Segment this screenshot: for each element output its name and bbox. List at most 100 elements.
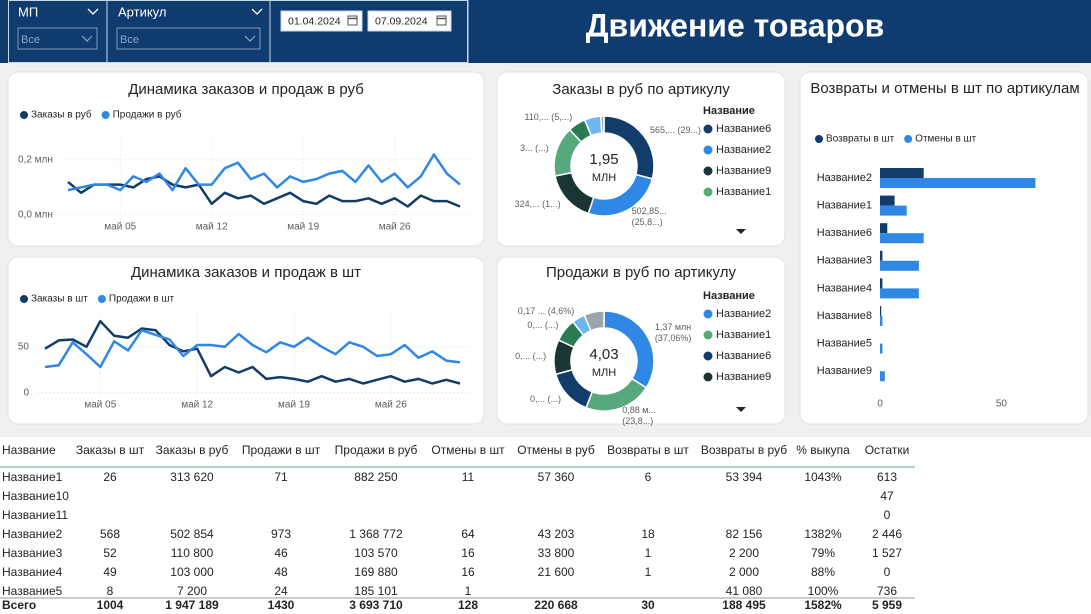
table-cell: 2 000 (729, 565, 759, 579)
table-cell: 103 000 (170, 565, 214, 579)
card (7, 71, 485, 247)
bar (880, 195, 895, 206)
table-cell: 16 (461, 546, 475, 560)
table-cell: 57 360 (538, 470, 575, 484)
table-cell: Продажи в шт (242, 443, 321, 457)
bar (880, 223, 888, 234)
table-cell: 736 (877, 584, 897, 598)
bar (880, 306, 882, 316)
row-name: Название5 (2, 584, 63, 598)
dropdown-chevron (81, 35, 93, 42)
legend-title: Название (703, 105, 755, 117)
filter-chevron (251, 8, 263, 15)
table-cell: 100% (808, 584, 839, 598)
table-cell: 1382% (804, 527, 842, 541)
table-cell: 185 101 (354, 584, 398, 598)
row-name: Всего (2, 598, 36, 612)
date-value: 07.09.2024 (375, 15, 428, 27)
legend-swatch (97, 295, 106, 303)
row-name: Название3 (2, 546, 63, 560)
legend-swatch (703, 187, 713, 197)
table-cell: 53 394 (726, 470, 763, 484)
table-cell: 48 (274, 565, 288, 579)
table-cell: 41 080 (726, 584, 763, 598)
legend-swatch (20, 111, 28, 119)
table-cell: 502 854 (170, 527, 214, 541)
bar (880, 260, 919, 271)
table-cell: 0 (884, 565, 891, 579)
row-name: Название10 (2, 489, 69, 503)
table-cell: 169 880 (354, 565, 398, 579)
data-label: 0,88 м... (23,8...) (622, 405, 656, 427)
table-cell: 128 (458, 598, 478, 612)
data-label: 565,... (29...) (649, 125, 702, 136)
table-cell: 0 (884, 508, 891, 522)
bar (880, 316, 883, 326)
chart-title: Продажи в руб по артикулу (546, 264, 736, 281)
page-title: Движение товаров (586, 7, 885, 43)
table-cell: 1 947 189 (165, 598, 219, 612)
legend-swatch (904, 135, 913, 143)
legend-label: Отмены в шт (915, 134, 976, 145)
table-cell: % выкупа (796, 443, 850, 457)
data-label: 0,... (...) (515, 350, 547, 361)
donut-slice (583, 310, 605, 332)
category-label: Название1 (817, 200, 872, 212)
category-label: Название9 (817, 365, 872, 377)
table-cell: 16 (461, 565, 475, 579)
legend-swatch (20, 295, 28, 303)
x-tick-label: май 26 (379, 222, 411, 233)
x-tick-label: май 19 (287, 222, 319, 233)
data-label: 0,... (...) (530, 394, 562, 405)
filter-dropdown[interactable] (17, 27, 98, 50)
calendar-icon (347, 15, 358, 26)
date-input[interactable] (367, 10, 452, 32)
data-label: 3... (...) (520, 143, 549, 154)
table-cell: 43 203 (538, 527, 575, 541)
table-cell: 1 (645, 546, 652, 560)
bar (880, 205, 907, 216)
table-cell: 5 959 (872, 598, 902, 612)
x-tick-label: май 12 (181, 400, 213, 411)
table-cell: 26 (103, 470, 117, 484)
filter-dropdown[interactable] (116, 27, 261, 50)
y-tick-label: 0 (23, 387, 29, 398)
dropdown-chevron (244, 35, 256, 42)
table-cell: 52 (103, 546, 117, 560)
date-input[interactable] (280, 10, 363, 32)
table-cell: 1582% (804, 598, 842, 612)
table-cell: 2 200 (729, 546, 759, 560)
legend-scroll-arrow[interactable] (736, 407, 746, 412)
center-value: 1,95 (589, 151, 618, 168)
data-label-box: 1,37 млн (37,06%) (654, 322, 692, 344)
table-cell: Отмены в шт (431, 443, 505, 457)
table-cell: 18 (641, 527, 655, 541)
category-label: Название3 (817, 255, 872, 267)
legend-label: Название9 (716, 371, 771, 383)
x-tick-label: май 05 (84, 400, 116, 411)
table-cell: 24 (274, 584, 288, 598)
total-row-bg (0, 598, 915, 614)
table-cell: 33 800 (538, 546, 575, 560)
row-name: Название11 (2, 508, 68, 522)
bar (880, 343, 883, 354)
center-unit: МЛН (592, 172, 616, 184)
chart-title: Динамика заказов и продаж в руб (128, 81, 364, 98)
table-cell: Заказы в руб (156, 443, 229, 457)
data-label: 110,... (5,...) (524, 111, 573, 122)
table-cell: 568 (100, 527, 120, 541)
legend-swatch (703, 351, 713, 361)
line-series (44, 319, 461, 385)
legend-scroll-arrow[interactable] (736, 229, 746, 234)
category-label: Название4 (817, 282, 872, 294)
center-value: 4,03 (589, 346, 618, 363)
row-name: Название2 (2, 527, 63, 541)
data-label-box: 110,... (5,...) (524, 111, 573, 122)
table-cell: Заказы в шт (76, 443, 145, 457)
data-label: 1,37 млн (37,06%) (654, 322, 692, 344)
legend-swatch (101, 111, 110, 119)
table-cell: 1 (465, 584, 472, 598)
x-tick-label: май 19 (278, 400, 310, 411)
data-label-box: 324,... (1...) (515, 199, 561, 209)
